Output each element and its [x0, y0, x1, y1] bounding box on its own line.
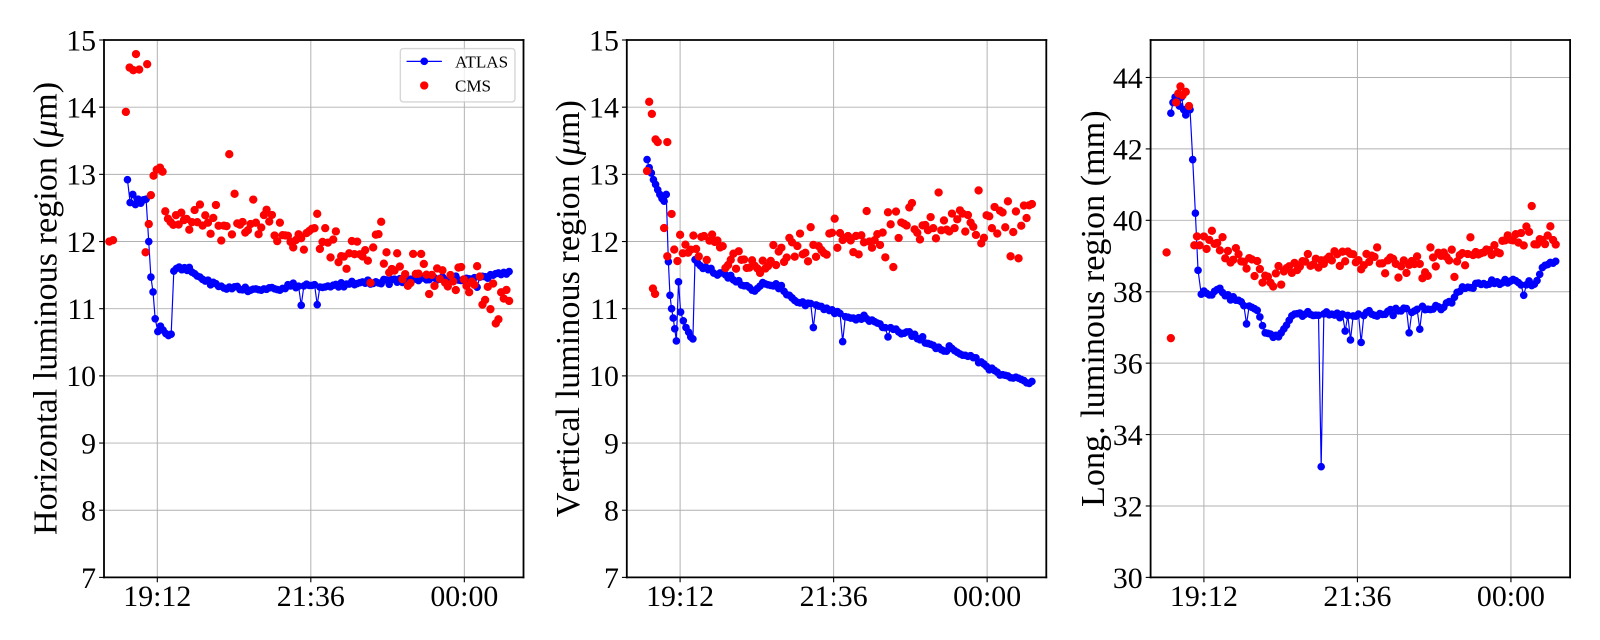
svg-text:40: 40 [1113, 205, 1143, 238]
svg-text:13: 13 [589, 159, 619, 192]
svg-text:34: 34 [1113, 419, 1143, 452]
svg-text:Long. luminous region (mm): Long. luminous region (mm) [1075, 110, 1112, 507]
svg-text:21:36: 21:36 [800, 580, 868, 613]
svg-text:V e r t: V e r t i c a l l u m i n o u s r e g i … [550, 95, 587, 518]
svg-text:7: 7 [81, 562, 96, 595]
svg-text:7: 7 [604, 562, 619, 595]
svg-text:15: 15 [66, 24, 96, 57]
svg-text:8: 8 [81, 495, 96, 528]
svg-text:00:00: 00:00 [1477, 580, 1545, 613]
svg-text:36: 36 [1113, 348, 1143, 381]
svg-text:10: 10 [589, 360, 619, 393]
svg-text:44: 44 [1113, 62, 1143, 95]
svg-text:13: 13 [66, 159, 96, 192]
svg-text:38: 38 [1113, 276, 1143, 309]
svg-text:14: 14 [589, 92, 619, 125]
svg-text:19:12: 19:12 [646, 580, 714, 613]
svg-text:14: 14 [66, 92, 96, 125]
svg-text:00:00: 00:00 [430, 580, 498, 613]
svg-text:21:36: 21:36 [1323, 580, 1391, 613]
svg-text:21:36: 21:36 [277, 580, 345, 613]
svg-text:00:00: 00:00 [953, 580, 1021, 613]
svg-text:H o r i: H o r i z o n t a l l u m i n o u s r e … [27, 76, 64, 535]
svg-text:15: 15 [589, 24, 619, 57]
svg-text:9: 9 [81, 427, 96, 460]
svg-text:9: 9 [604, 427, 619, 460]
svg-text:11: 11 [67, 293, 96, 326]
svg-text:12: 12 [66, 226, 96, 259]
svg-text:8: 8 [604, 495, 619, 528]
svg-text:11: 11 [590, 293, 619, 326]
svg-text:32: 32 [1113, 490, 1143, 523]
svg-text:CMS: CMS [455, 76, 491, 95]
svg-text:ATLAS: ATLAS [455, 52, 508, 71]
svg-text:19:12: 19:12 [1170, 580, 1238, 613]
svg-text:30: 30 [1113, 562, 1143, 595]
svg-text:10: 10 [66, 360, 96, 393]
svg-text:42: 42 [1113, 133, 1143, 166]
svg-text:19:12: 19:12 [123, 580, 191, 613]
svg-text:12: 12 [589, 226, 619, 259]
